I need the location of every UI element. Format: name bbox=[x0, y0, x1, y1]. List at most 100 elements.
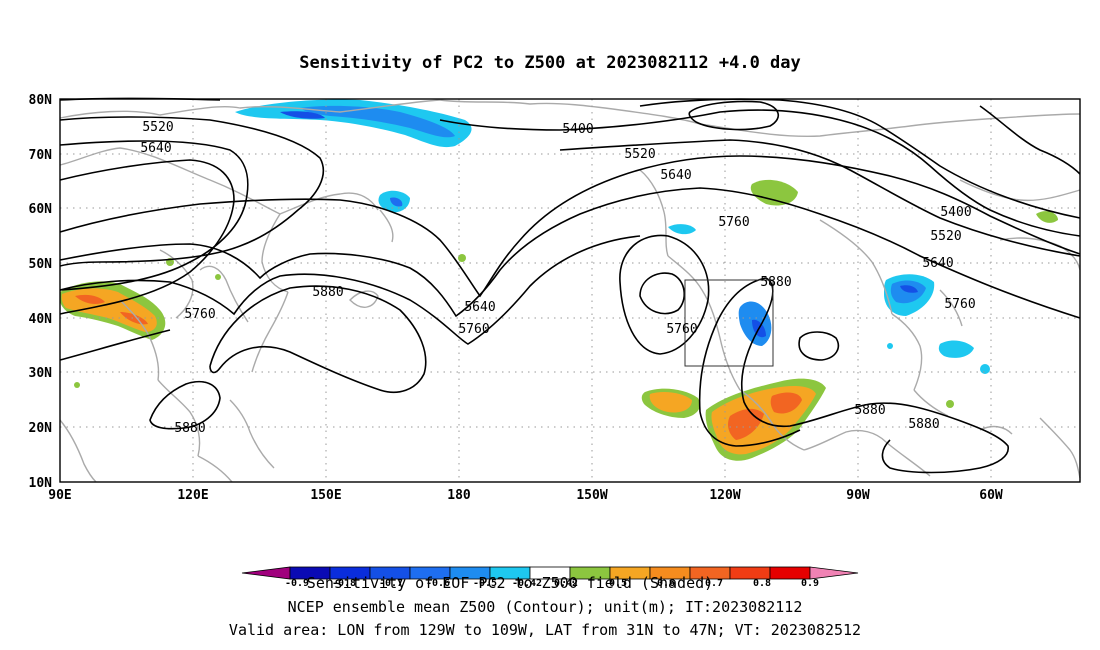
contour-5280-low bbox=[688, 100, 780, 131]
contour-cutoff-inner bbox=[639, 272, 685, 315]
lat-label: 70N bbox=[29, 148, 53, 163]
contour-5760-west bbox=[59, 159, 235, 315]
shade-alaska-blue bbox=[668, 224, 696, 235]
shade-kamchatka-inner bbox=[390, 197, 403, 207]
shade-atlantic-light-blue bbox=[938, 340, 974, 358]
caption-contour: NCEP ensemble mean Z500 (Contour); unit(… bbox=[288, 598, 803, 616]
colorbar-tick: -0.5 bbox=[473, 578, 497, 589]
contour-5880-mexico-south bbox=[699, 411, 801, 447]
lon-label: 120E bbox=[177, 488, 208, 503]
colorbar-right-arrow bbox=[809, 566, 859, 580]
caption-valid-area: Valid area: LON from 129W to 109W, LAT f… bbox=[229, 621, 861, 639]
shade-atlantic-green bbox=[1036, 211, 1058, 223]
contour-5760-east-asia bbox=[59, 235, 641, 345]
coastlines bbox=[59, 99, 1081, 483]
shade-china-dark-orange-2 bbox=[120, 312, 148, 325]
contour-label: 5880 bbox=[854, 403, 885, 418]
contour-5640-main bbox=[59, 155, 1081, 298]
contour-label: 5880 bbox=[174, 421, 205, 436]
shade-china-dark-orange-1 bbox=[75, 294, 105, 304]
shade-arctic-dark-blue bbox=[280, 111, 325, 119]
contour-label: 5640 bbox=[922, 256, 953, 271]
colorbar-tick: 0.5 bbox=[609, 578, 627, 589]
lat-label: 40N bbox=[29, 312, 53, 327]
contour-5760-sw bbox=[59, 329, 171, 361]
colorbar-segments bbox=[289, 566, 811, 580]
shade-canada-green bbox=[750, 179, 798, 206]
contour-5400-ne bbox=[979, 105, 1081, 175]
contour-label: 5760 bbox=[666, 322, 697, 337]
contour-label: 5520 bbox=[930, 229, 961, 244]
lat-label: 20N bbox=[29, 421, 53, 436]
contour-label: 5880 bbox=[312, 285, 343, 300]
lat-label: 50N bbox=[29, 257, 53, 272]
contour-label: 5760 bbox=[944, 297, 975, 312]
contour-cutoff-outer bbox=[619, 234, 710, 355]
lon-label: 120W bbox=[709, 488, 740, 503]
shade-atlantic-small-blue bbox=[980, 364, 990, 374]
colorbar-tick: -0.42 bbox=[512, 578, 542, 589]
caption-shaded: Sensitivity of EOF PC2 to Z500 field (Sh… bbox=[307, 574, 713, 592]
colorbar-tick: -0.8 bbox=[332, 578, 356, 589]
contour-5880-pacific-west bbox=[209, 285, 427, 394]
valid-area-box bbox=[684, 279, 774, 367]
shade-small-green-4 bbox=[74, 382, 80, 388]
lon-label: 60W bbox=[979, 488, 1003, 503]
colorbar-tick: -0.9 bbox=[285, 578, 309, 589]
shade-small-green-2 bbox=[215, 274, 221, 280]
contour-label: 5640 bbox=[660, 168, 691, 183]
contour-label: 5400 bbox=[562, 122, 593, 137]
colorbar-tick: 0.6 bbox=[657, 578, 675, 589]
contour-label: 5760 bbox=[718, 215, 749, 230]
contour-label: 5520 bbox=[142, 120, 173, 135]
latitude-labels: 80N 70N 60N 50N 40N 30N 20N 10N bbox=[29, 93, 53, 491]
lon-label: 90E bbox=[48, 488, 71, 503]
contour-5520-west bbox=[59, 116, 325, 267]
colorbar-left-arrow bbox=[241, 566, 291, 580]
contour-5760-main bbox=[59, 187, 1081, 319]
colorbar-tick: 0.42 bbox=[554, 578, 578, 589]
contour-label: 5760 bbox=[458, 322, 489, 337]
colorbar-tick: -0.6 bbox=[426, 578, 450, 589]
lat-label: 60N bbox=[29, 202, 53, 217]
shade-eastcoast-dark-blue bbox=[900, 285, 918, 293]
contour-5400-east bbox=[439, 109, 1081, 237]
contour-5880-mexico bbox=[698, 277, 1009, 474]
lat-label: 10N bbox=[29, 476, 53, 491]
contour-label: 5520 bbox=[624, 147, 655, 162]
shade-mexico-dark-orange-2 bbox=[770, 392, 802, 414]
longitude-labels: 90E 120E 150E 180 150W 120W 90W 60W bbox=[48, 488, 1003, 503]
lon-label: 150W bbox=[576, 488, 607, 503]
graticule bbox=[60, 99, 1080, 482]
colorbar-tick: 0.9 bbox=[801, 578, 819, 589]
map-panel: 5520 5640 5400 5520 5640 5760 5400 5520 … bbox=[59, 97, 1081, 483]
shade-small-blue bbox=[887, 343, 893, 349]
shade-pacific-orange bbox=[649, 392, 692, 413]
contour-label: 5400 bbox=[940, 205, 971, 220]
colorbar: -0.9 -0.8 -0.7 -0.6 -0.5 -0.42 0.42 0.5 … bbox=[241, 566, 859, 589]
contour-label: 5640 bbox=[140, 141, 171, 156]
figure-title: Sensitivity of PC2 to Z500 at 2023082112… bbox=[299, 53, 801, 73]
lat-label: 30N bbox=[29, 366, 53, 381]
lon-label: 180 bbox=[447, 488, 471, 503]
contour-label: 5880 bbox=[908, 417, 939, 432]
contour-label: 5880 bbox=[760, 275, 791, 290]
colorbar-tick-labels: -0.9 -0.8 -0.7 -0.6 -0.5 -0.42 0.42 0.5 … bbox=[285, 578, 819, 589]
contour-5640-west bbox=[59, 140, 249, 291]
contour-label: 5760 bbox=[184, 307, 215, 322]
shade-small-green-3 bbox=[458, 254, 466, 262]
colorbar-tick: 0.8 bbox=[753, 578, 771, 589]
contour-labels: 5520 5640 5400 5520 5640 5760 5400 5520 … bbox=[140, 120, 975, 436]
contour-5520-east bbox=[559, 139, 1081, 257]
lon-label: 90W bbox=[846, 488, 870, 503]
map-frame bbox=[59, 98, 1081, 483]
shade-arctic-blue bbox=[300, 105, 455, 138]
lat-label: 80N bbox=[29, 93, 53, 108]
shaded-sensitivity bbox=[60, 99, 1058, 461]
shade-small-green-5 bbox=[946, 400, 954, 408]
colorbar-tick: 0.7 bbox=[705, 578, 723, 589]
contour-5880-small bbox=[798, 331, 840, 361]
contour-5880-philippines bbox=[149, 380, 221, 430]
contour-label: 5640 bbox=[464, 300, 495, 315]
